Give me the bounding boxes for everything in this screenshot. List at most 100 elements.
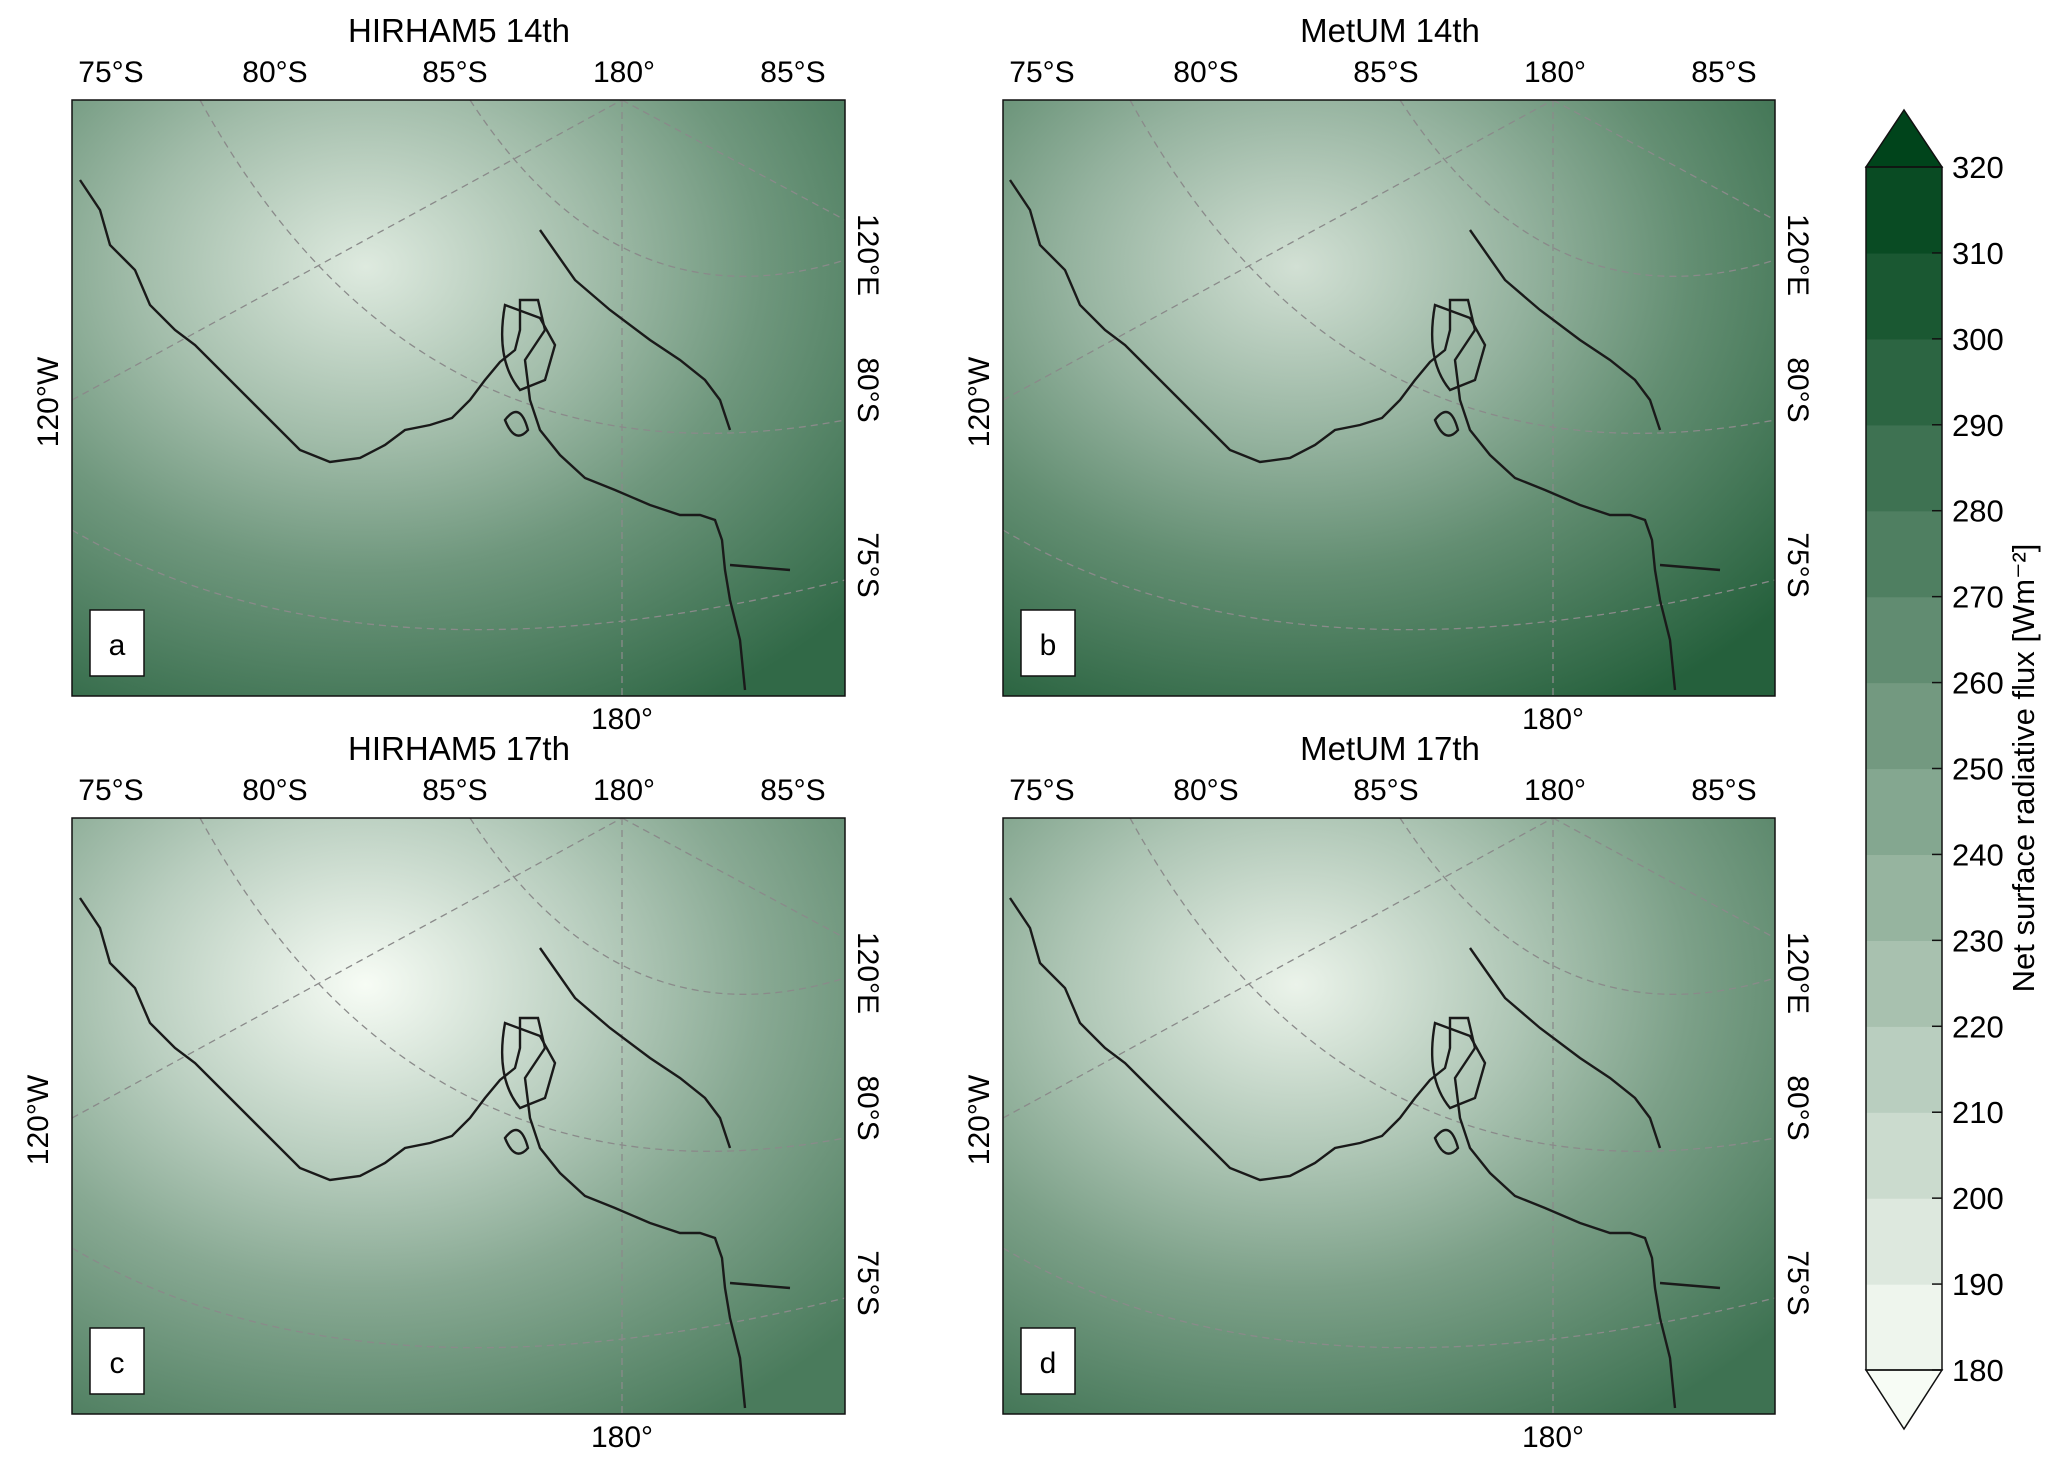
colorbar-band — [1866, 768, 1942, 856]
panel-letter-box — [89, 609, 145, 677]
colorbar-band — [1866, 1198, 1942, 1285]
right-label: 75°S — [1781, 532, 1814, 597]
colorbar-band — [1866, 252, 1942, 340]
right-label: 75°S — [851, 532, 884, 597]
flux-field — [72, 100, 845, 696]
panel-letter-box — [1020, 1327, 1076, 1395]
left-label: 120°W — [963, 356, 996, 447]
bottom-label: 180° — [591, 1421, 653, 1454]
tick-label: 85°S — [760, 56, 825, 89]
colorbar-tick-label: 230 — [1952, 923, 2004, 958]
map-frame — [1002, 99, 1776, 697]
tick-label: 80°S — [1173, 774, 1238, 807]
map-frame — [71, 99, 846, 697]
left-label: 120°W — [963, 1074, 996, 1165]
map-frame — [1002, 817, 1776, 1415]
graticule — [1002, 817, 1776, 1414]
colorbar-tick-label: 210 — [1952, 1095, 2004, 1130]
right-label: 120°E — [1781, 932, 1814, 1014]
coastline — [1009, 179, 1721, 691]
colorbar-label: Net surface radiative flux [Wm⁻²] — [2006, 544, 2041, 993]
tick-label: 75°S — [78, 774, 143, 807]
tick-label: 75°S — [1009, 774, 1074, 807]
flux-field — [1003, 100, 1775, 696]
right-label: 120°E — [851, 932, 884, 1014]
colorbar-bands — [1866, 167, 1942, 1371]
colorbar-extend-max-arrow — [1864, 108, 1944, 168]
bottom-label: 180° — [1522, 703, 1584, 736]
tick-label: 180° — [1524, 774, 1586, 807]
colorbar-tick-label: 320 — [1952, 150, 2004, 185]
colorbar-band — [1866, 682, 1942, 770]
top-tick-labels: 75°S 80°S 85°S 180° 85°S — [78, 56, 825, 89]
tick-label: 85°S — [1353, 774, 1418, 807]
graticule — [71, 817, 846, 1414]
panel-letter: d — [1040, 1347, 1057, 1380]
panel-a: HIRHAM5 14th 75°S 80°S 85°S 180° 85°S 12… — [32, 12, 884, 736]
right-label: 80°S — [1781, 1075, 1814, 1140]
panel-title: MetUM 17th — [1300, 730, 1480, 767]
colorbar: 320 310 300 290 280 270 260 250 240 230 220 210 200 1… — [1864, 108, 2041, 1431]
panel-title: HIRHAM5 17th — [348, 730, 570, 767]
colorbar-tick-label: 190 — [1952, 1267, 2004, 1302]
left-label: 120°W — [22, 1074, 55, 1165]
colorbar-tick-label: 280 — [1952, 494, 2004, 529]
colorbar-tick-label: 250 — [1952, 752, 2004, 787]
bottom-label: 180° — [1522, 1421, 1584, 1454]
flux-field — [72, 818, 845, 1414]
top-tick-labels: 75°S 80°S 85°S 180° 85°S — [1009, 56, 1756, 89]
right-label: 120°E — [851, 214, 884, 296]
colorbar-band — [1866, 167, 1942, 254]
right-label: 120°E — [1781, 214, 1814, 296]
colorbar-band — [1866, 1026, 1942, 1113]
coastline — [1009, 897, 1721, 1409]
tick-label: 85°S — [760, 774, 825, 807]
graticule — [71, 99, 846, 696]
bottom-label: 180° — [591, 703, 653, 736]
colorbar-band — [1866, 596, 1942, 684]
tick-label: 85°S — [1691, 774, 1756, 807]
colorbar-tick-label: 260 — [1952, 666, 2004, 701]
map-frame — [71, 817, 846, 1415]
colorbar-tick-label: 200 — [1952, 1181, 2004, 1216]
tick-label: 180° — [593, 774, 655, 807]
graticule — [1002, 99, 1776, 696]
tick-label: 80°S — [242, 774, 307, 807]
panel-d: MetUM 17th 75°S 80°S 85°S 180° 85°S 120°… — [963, 730, 1814, 1454]
colorbar-band — [1866, 424, 1942, 512]
right-label: 75°S — [851, 1250, 884, 1315]
colorbar-tick-label: 180 — [1952, 1353, 2004, 1388]
tick-label: 180° — [1524, 56, 1586, 89]
tick-label: 80°S — [242, 56, 307, 89]
panel-title: HIRHAM5 14th — [348, 12, 570, 49]
colorbar-band — [1866, 510, 1942, 598]
coastline — [79, 897, 791, 1409]
panel-letter: b — [1040, 629, 1057, 662]
colorbar-band — [1866, 940, 1942, 1027]
tick-label: 85°S — [422, 56, 487, 89]
panel-letter: a — [109, 629, 126, 662]
panel-letter: c — [110, 1347, 125, 1380]
panel-b: MetUM 14th 75°S 80°S 85°S 180° 85°S 120°… — [963, 12, 1814, 736]
panel-title: MetUM 14th — [1300, 12, 1480, 49]
colorbar-tick-label: 270 — [1952, 580, 2004, 615]
tick-label: 80°S — [1173, 56, 1238, 89]
colorbar-band — [1866, 338, 1942, 426]
colorbar-tick-label: 310 — [1952, 236, 2004, 271]
tick-label: 180° — [593, 56, 655, 89]
colorbar-band — [1866, 1112, 1942, 1199]
right-label: 80°S — [1781, 357, 1814, 422]
colorbar-tick-label: 290 — [1952, 408, 2004, 443]
panel-letter-box — [89, 1327, 145, 1395]
tick-label: 75°S — [1009, 56, 1074, 89]
panel-letter-box — [1020, 609, 1076, 677]
colorbar-tick-label: 220 — [1952, 1009, 2004, 1044]
right-label: 75°S — [1781, 1250, 1814, 1315]
tick-label: 85°S — [1691, 56, 1756, 89]
tick-label: 85°S — [422, 774, 487, 807]
flux-field — [1003, 818, 1775, 1414]
tick-label: 75°S — [78, 56, 143, 89]
colorbar-extend-min-arrow — [1864, 1369, 1944, 1431]
coastline — [79, 179, 791, 691]
